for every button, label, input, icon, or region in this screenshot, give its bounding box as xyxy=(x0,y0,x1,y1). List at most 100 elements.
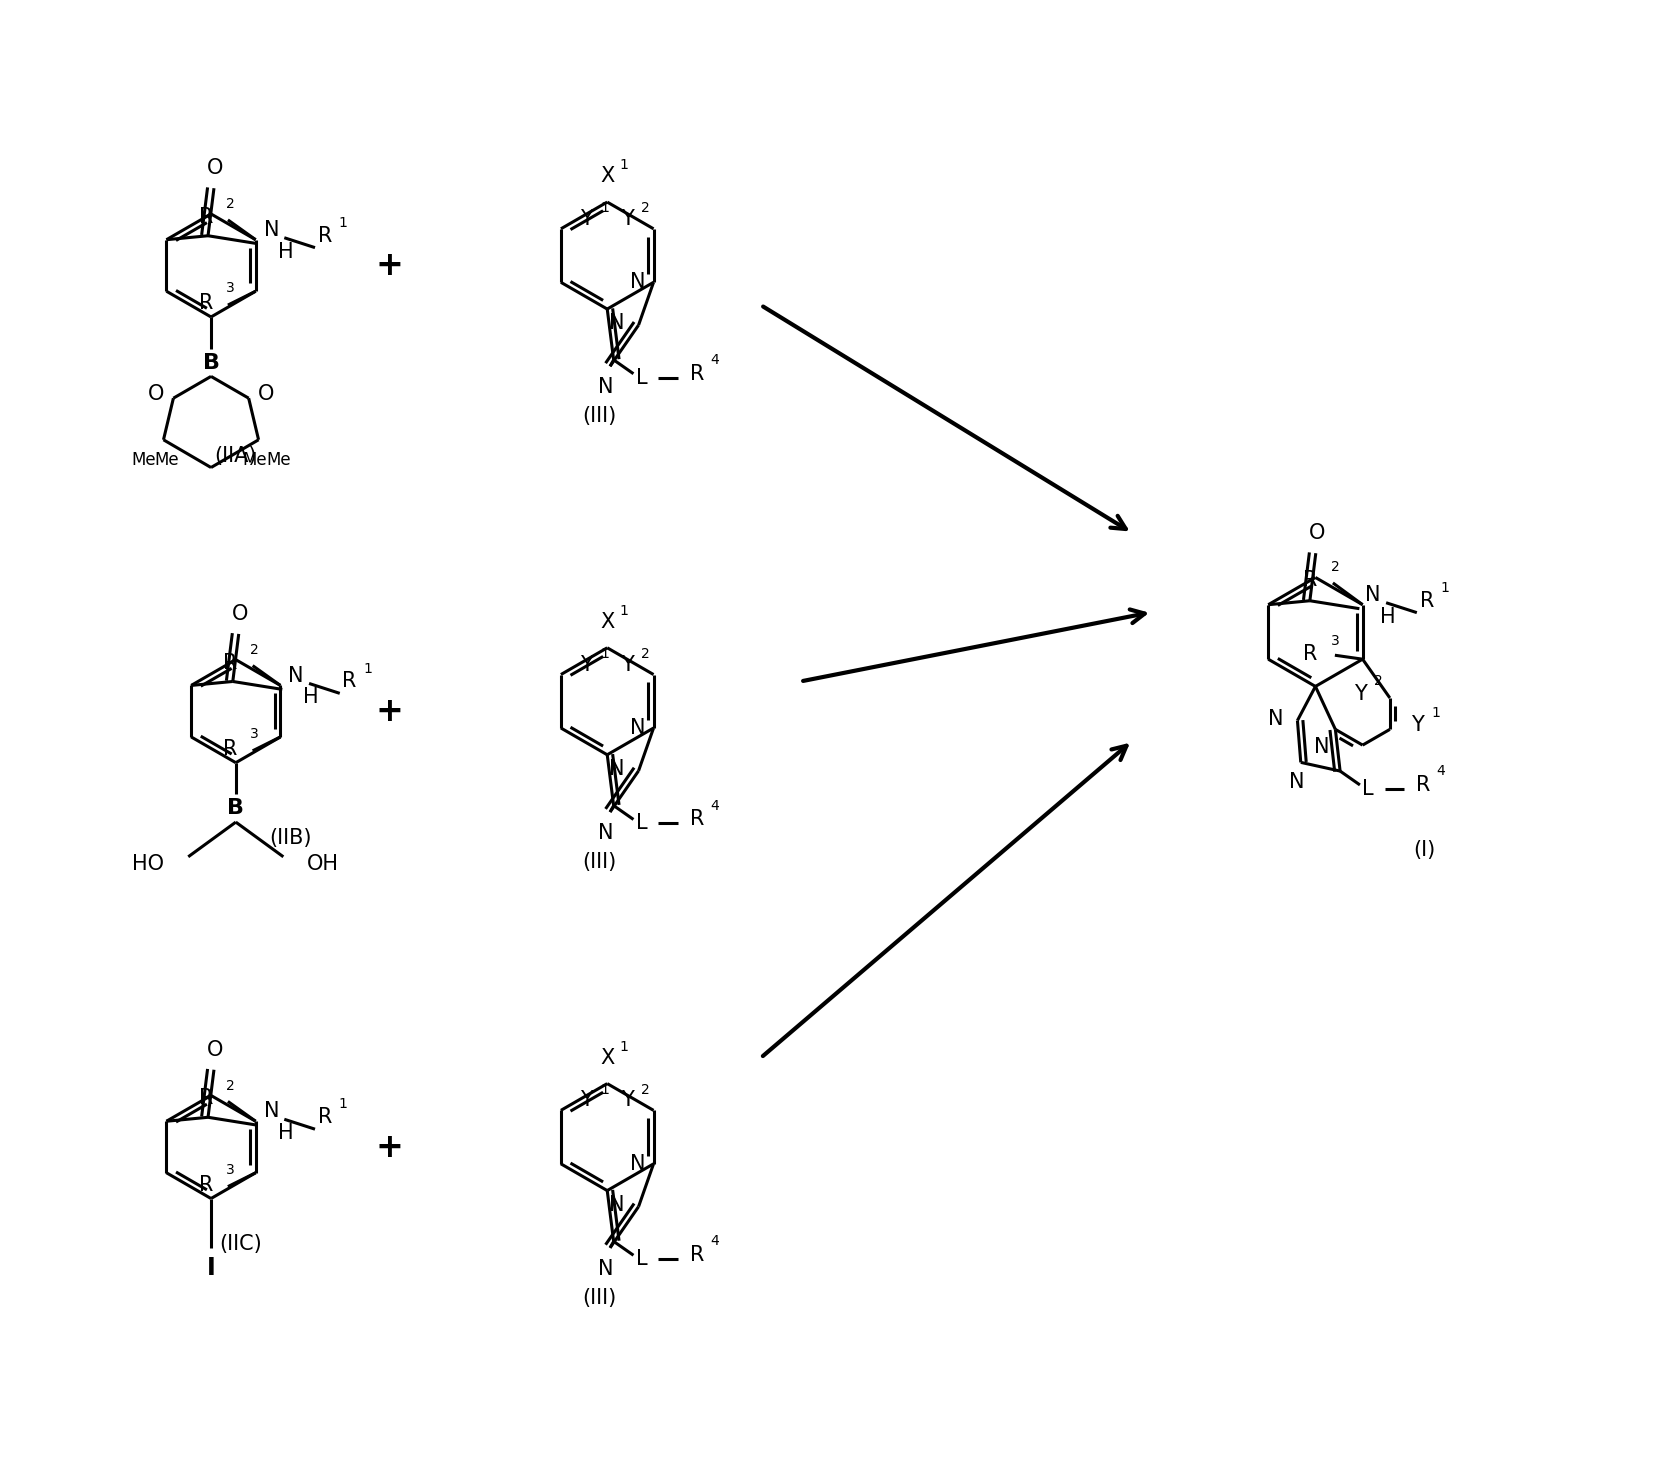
Text: Y: Y xyxy=(1353,684,1367,704)
Text: 1: 1 xyxy=(1441,581,1449,595)
Text: 3: 3 xyxy=(250,728,259,741)
Text: N: N xyxy=(630,272,645,292)
Text: 1: 1 xyxy=(1431,706,1441,720)
Text: (IIC): (IIC) xyxy=(220,1235,262,1254)
Text: Me: Me xyxy=(243,450,267,469)
Text: H: H xyxy=(279,1124,294,1143)
Text: R: R xyxy=(317,226,332,245)
Text: L: L xyxy=(636,1249,646,1270)
Text: Y: Y xyxy=(621,655,635,675)
Text: 1: 1 xyxy=(337,216,348,229)
Text: R: R xyxy=(690,809,704,830)
Text: N: N xyxy=(609,1195,625,1214)
Text: 2: 2 xyxy=(641,1083,650,1097)
Text: N: N xyxy=(1289,773,1305,792)
Text: Me: Me xyxy=(154,450,180,469)
Text: N: N xyxy=(1365,584,1382,605)
Text: O: O xyxy=(259,384,275,405)
Text: R: R xyxy=(343,672,358,691)
Text: O: O xyxy=(232,603,248,624)
Text: (III): (III) xyxy=(583,1287,616,1308)
Text: 3: 3 xyxy=(225,1163,235,1176)
Text: 1: 1 xyxy=(620,1040,628,1053)
Text: R: R xyxy=(198,1088,213,1109)
Text: OH: OH xyxy=(307,853,339,874)
Text: N: N xyxy=(598,1258,615,1278)
Text: 1: 1 xyxy=(620,158,628,172)
Text: Y: Y xyxy=(581,1090,593,1110)
Text: (IIB): (IIB) xyxy=(269,828,312,847)
Text: +: + xyxy=(376,248,403,282)
Text: 1: 1 xyxy=(599,202,609,215)
Text: X: X xyxy=(599,612,615,633)
Text: N: N xyxy=(630,717,645,738)
Text: 2: 2 xyxy=(1373,674,1382,688)
Text: 1: 1 xyxy=(599,647,609,660)
Text: N: N xyxy=(264,219,279,240)
Text: R: R xyxy=(198,1175,213,1195)
Text: +: + xyxy=(376,694,403,728)
Text: Y: Y xyxy=(581,209,593,229)
Text: HO: HO xyxy=(133,853,165,874)
Text: 2: 2 xyxy=(1330,560,1340,574)
Text: 4: 4 xyxy=(710,799,719,812)
Text: B: B xyxy=(227,798,243,818)
Text: O: O xyxy=(148,384,165,405)
Text: H: H xyxy=(279,241,294,262)
Text: H: H xyxy=(1380,606,1395,627)
Text: N: N xyxy=(598,823,615,843)
Text: 1: 1 xyxy=(363,662,373,675)
Text: 4: 4 xyxy=(710,1235,719,1248)
Text: R: R xyxy=(198,294,213,313)
Text: N: N xyxy=(609,758,625,779)
Text: Y: Y xyxy=(621,1090,635,1110)
Text: L: L xyxy=(1362,779,1373,799)
Text: O: O xyxy=(207,158,223,178)
Text: (IIA): (IIA) xyxy=(215,446,257,466)
Text: 2: 2 xyxy=(641,202,650,215)
Text: X: X xyxy=(599,167,615,187)
Text: L: L xyxy=(636,368,646,387)
Text: R: R xyxy=(223,739,238,758)
Text: 4: 4 xyxy=(710,354,719,367)
Text: O: O xyxy=(207,1040,223,1059)
Text: R: R xyxy=(1303,644,1316,665)
Text: Y: Y xyxy=(581,655,593,675)
Text: L: L xyxy=(636,814,646,833)
Text: N: N xyxy=(1268,709,1283,729)
Text: X: X xyxy=(599,1048,615,1068)
Text: 1: 1 xyxy=(599,1083,609,1097)
Text: R: R xyxy=(223,653,238,672)
Text: 3: 3 xyxy=(225,282,235,295)
Text: 4: 4 xyxy=(1437,764,1446,779)
Text: N: N xyxy=(264,1102,279,1122)
Text: N: N xyxy=(289,666,304,685)
Text: R: R xyxy=(690,364,704,384)
Text: O: O xyxy=(1308,523,1325,543)
Text: N: N xyxy=(1313,738,1330,757)
Text: (III): (III) xyxy=(583,406,616,427)
Text: R: R xyxy=(317,1107,332,1128)
Text: R: R xyxy=(198,207,213,226)
Text: (I): (I) xyxy=(1414,840,1436,861)
Text: 3: 3 xyxy=(1330,634,1340,649)
Text: N: N xyxy=(630,1154,645,1173)
Text: (III): (III) xyxy=(583,852,616,872)
Text: R: R xyxy=(690,1245,704,1265)
Text: R: R xyxy=(1303,570,1316,590)
Text: 2: 2 xyxy=(225,1078,235,1093)
Text: Me: Me xyxy=(131,450,156,469)
Text: 2: 2 xyxy=(250,643,259,657)
Text: 1: 1 xyxy=(337,1097,348,1112)
Text: 2: 2 xyxy=(225,197,235,210)
Text: Me: Me xyxy=(267,450,290,469)
Text: N: N xyxy=(609,313,625,333)
Text: B: B xyxy=(203,352,220,373)
Text: N: N xyxy=(598,377,615,397)
Text: H: H xyxy=(304,687,319,707)
Text: 1: 1 xyxy=(620,605,628,618)
Text: 2: 2 xyxy=(641,647,650,660)
Text: R: R xyxy=(1419,590,1434,611)
Text: Y: Y xyxy=(1410,716,1424,735)
Text: +: + xyxy=(376,1131,403,1163)
